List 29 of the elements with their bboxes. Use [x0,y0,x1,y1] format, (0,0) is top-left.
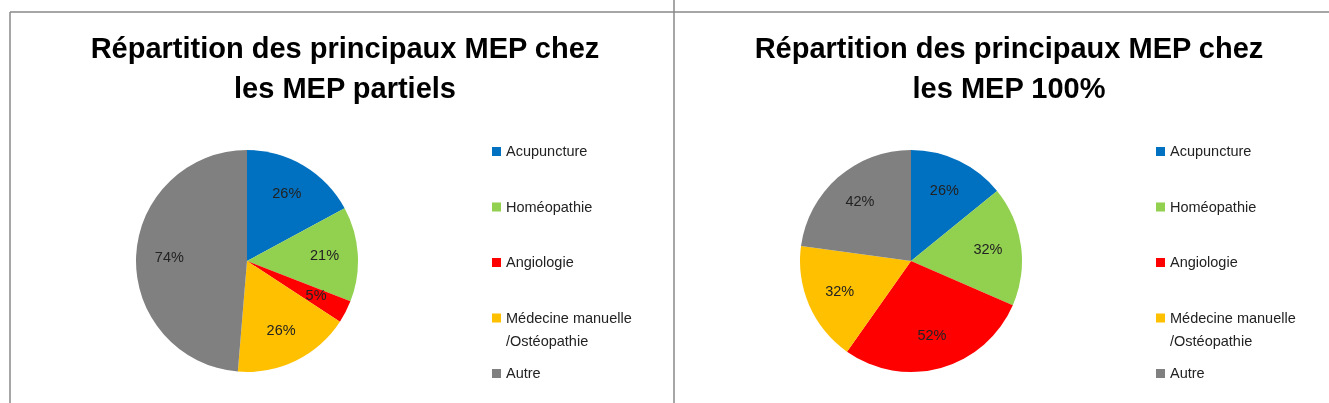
legend-label: Autre [1170,365,1205,381]
data-label: 26% [266,321,296,338]
pie-slice [247,261,351,322]
data-label: 5% [305,287,327,304]
data-label: 26% [929,181,959,198]
legend-label: Médecine manuelle /Ostéopathie [1170,309,1296,349]
legend-label: Angiologie [506,254,574,270]
pie-slice [801,150,911,261]
pie-slice [247,208,358,302]
pie-slice [136,150,247,372]
pie-slice [237,261,340,372]
data-label: 52% [917,326,947,343]
legend-label: Homéopathie [506,198,593,215]
legend-label: Acupuncture [1170,143,1252,159]
chart-title: Répartition des principaux MEP chez les MEP 100% [754,32,1264,104]
pie-slice [247,150,345,261]
legend-label: Angiologie [1170,254,1238,270]
data-label: 26% [272,185,302,202]
pie-slice [800,245,911,352]
legend-label: Médecine manuelle /Ostéopathie [506,309,632,349]
data-label: 74% [154,248,184,265]
data-label: 32% [825,282,855,299]
data-label: 32% [973,241,1003,258]
legend-label: Autre [506,365,541,381]
legend-label: Homéopathie [1170,198,1257,215]
chart-title: Répartition des principaux MEP chez les MEP partiels [90,32,600,104]
data-label: 42% [845,193,875,210]
data-label: 21% [310,247,340,264]
legend-label: Acupuncture [506,143,588,159]
